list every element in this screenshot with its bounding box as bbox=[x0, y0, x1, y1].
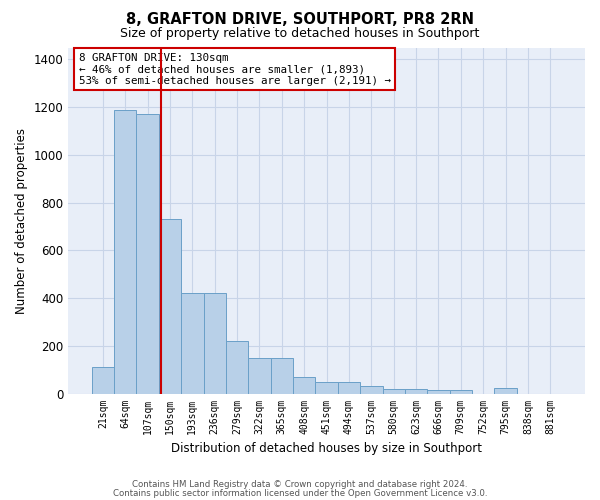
Y-axis label: Number of detached properties: Number of detached properties bbox=[15, 128, 28, 314]
Bar bbox=[159, 220, 181, 394]
Bar bbox=[293, 377, 316, 394]
Bar bbox=[92, 368, 114, 394]
X-axis label: Distribution of detached houses by size in Southport: Distribution of detached houses by size … bbox=[171, 442, 482, 455]
Text: 8, GRAFTON DRIVE, SOUTHPORT, PR8 2RN: 8, GRAFTON DRIVE, SOUTHPORT, PR8 2RN bbox=[126, 12, 474, 28]
Text: Size of property relative to detached houses in Southport: Size of property relative to detached ho… bbox=[121, 28, 479, 40]
Bar bbox=[316, 382, 338, 394]
Bar bbox=[427, 390, 449, 394]
Text: 8 GRAFTON DRIVE: 130sqm
← 46% of detached houses are smaller (1,893)
53% of semi: 8 GRAFTON DRIVE: 130sqm ← 46% of detache… bbox=[79, 52, 391, 86]
Bar bbox=[271, 358, 293, 394]
Bar bbox=[383, 389, 405, 394]
Bar bbox=[360, 386, 383, 394]
Bar bbox=[405, 389, 427, 394]
Bar bbox=[226, 341, 248, 394]
Bar bbox=[494, 388, 517, 394]
Bar bbox=[203, 294, 226, 394]
Bar bbox=[338, 382, 360, 394]
Bar bbox=[449, 390, 472, 394]
Bar bbox=[181, 294, 203, 394]
Text: Contains public sector information licensed under the Open Government Licence v3: Contains public sector information licen… bbox=[113, 488, 487, 498]
Text: Contains HM Land Registry data © Crown copyright and database right 2024.: Contains HM Land Registry data © Crown c… bbox=[132, 480, 468, 489]
Bar bbox=[114, 110, 136, 394]
Bar bbox=[136, 114, 159, 394]
Bar bbox=[248, 358, 271, 394]
